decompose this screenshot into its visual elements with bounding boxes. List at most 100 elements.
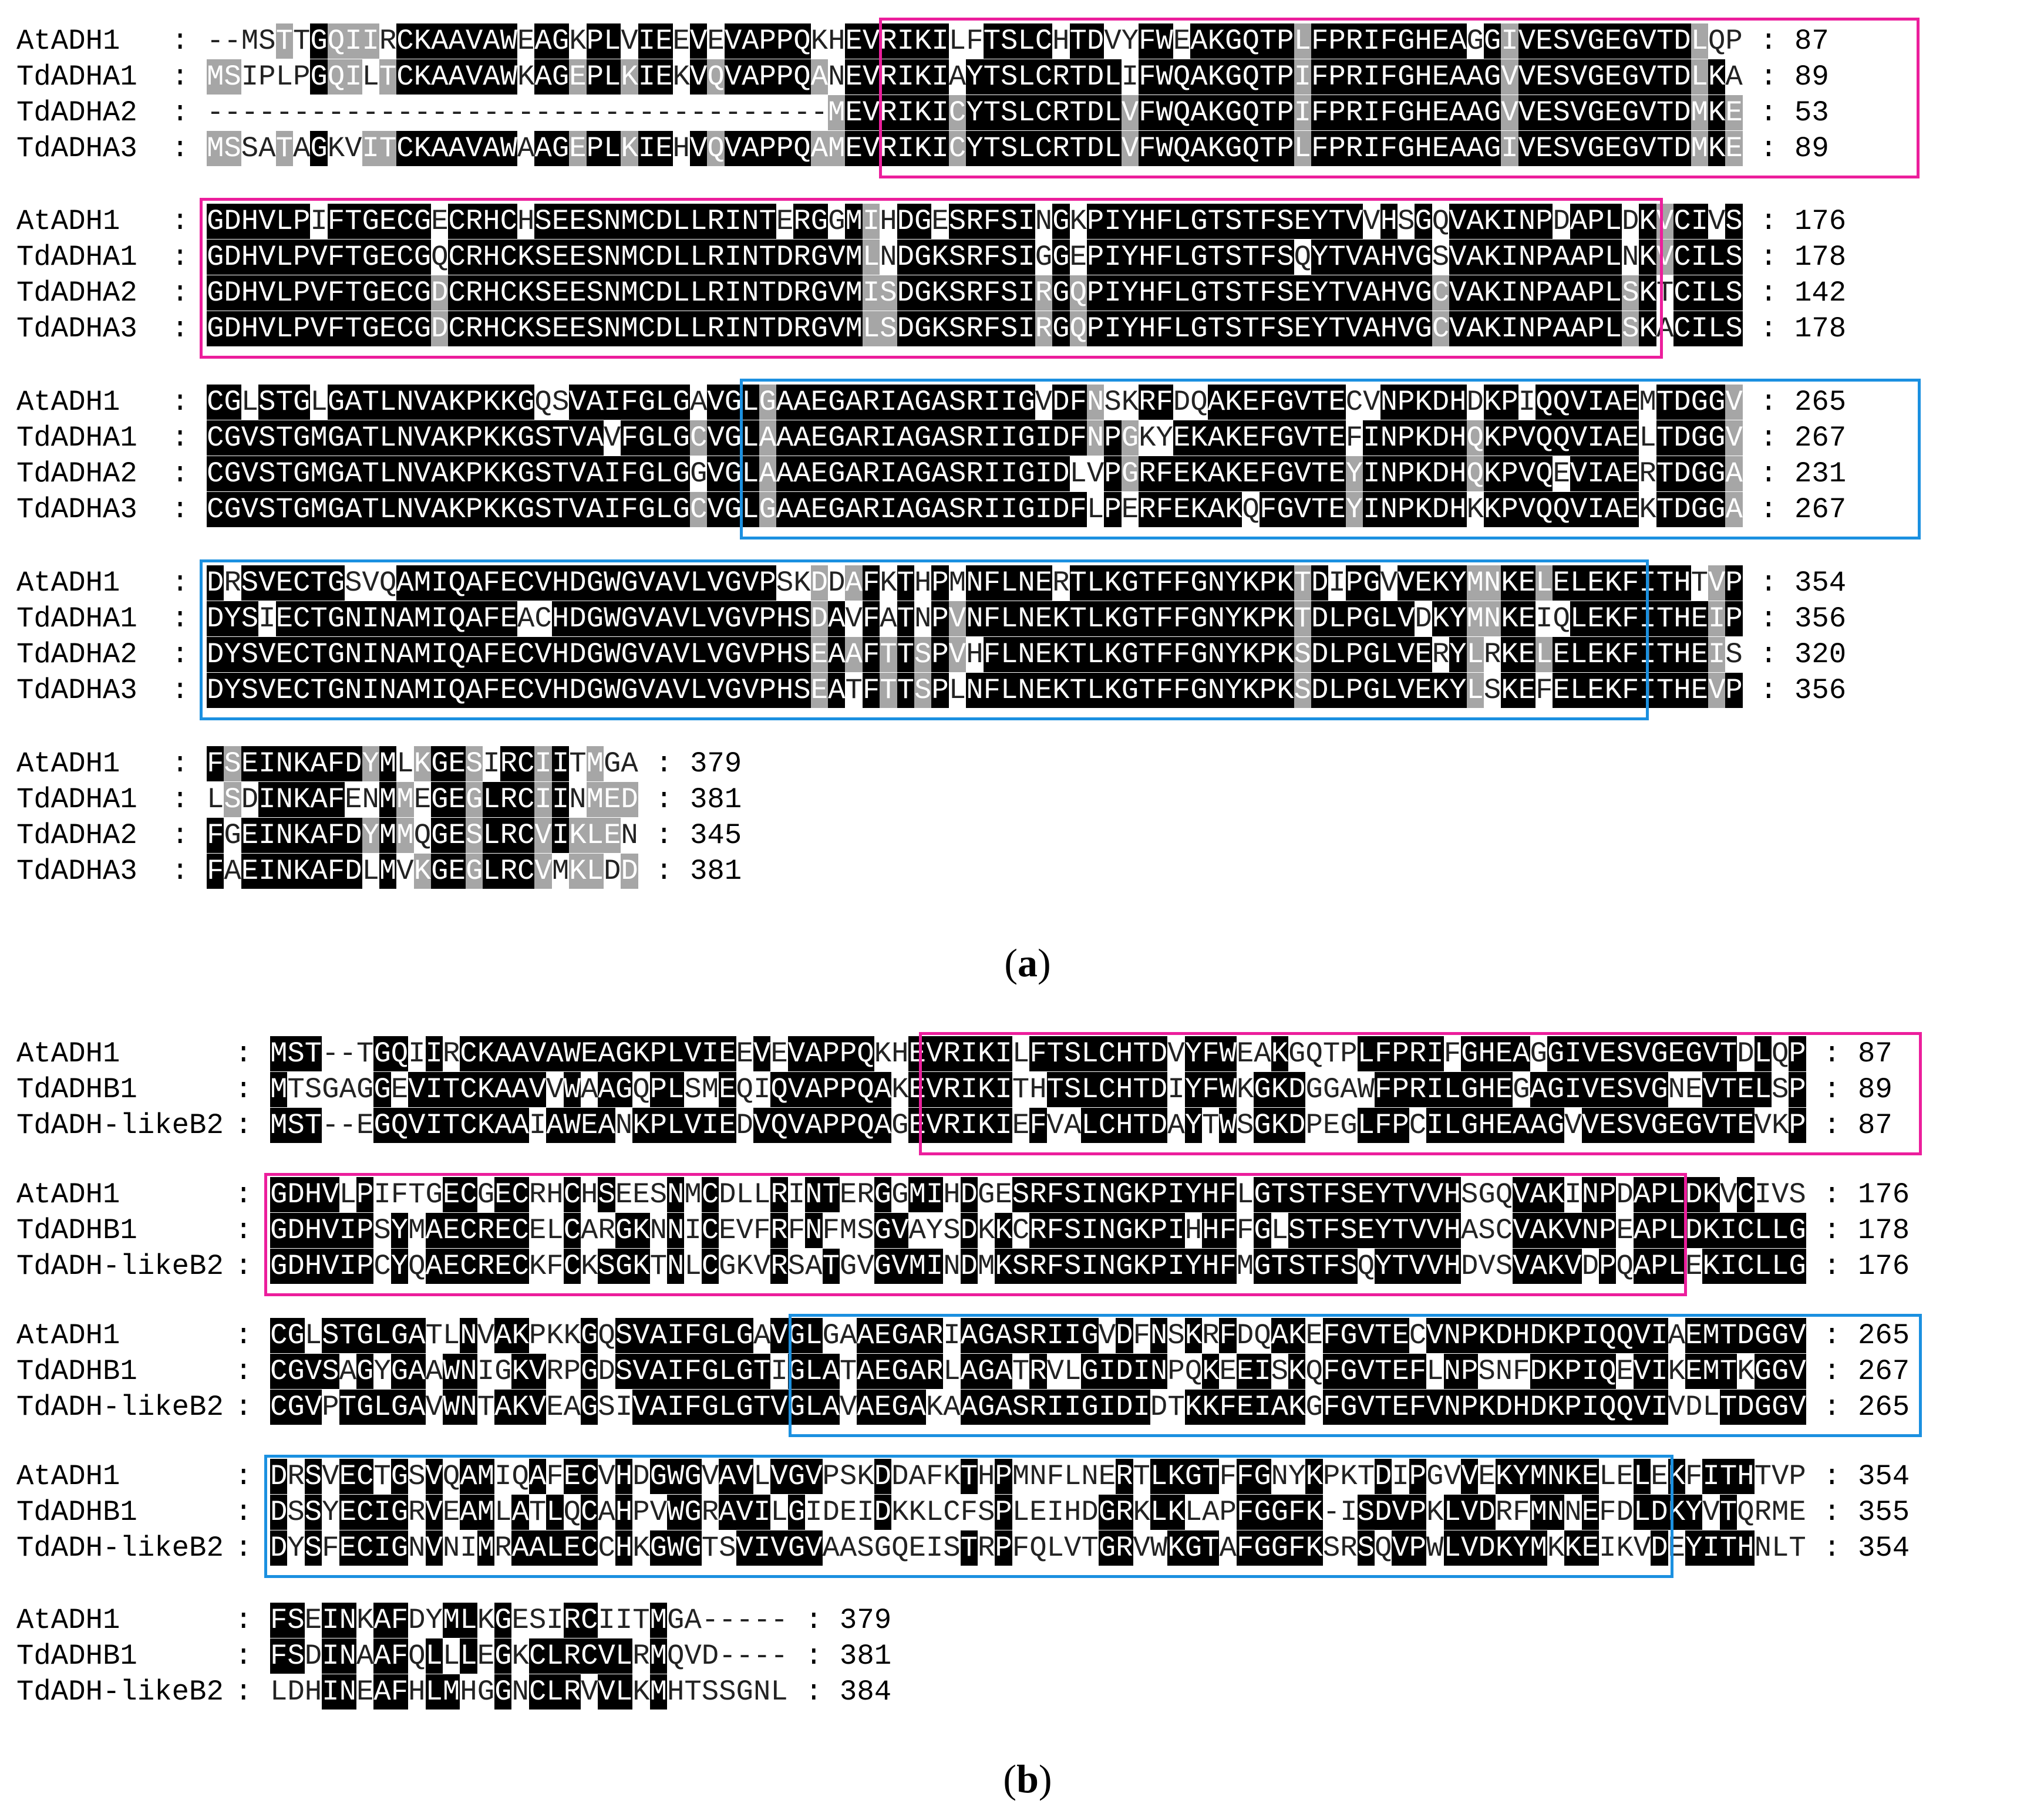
residue: K bbox=[1668, 1355, 1686, 1388]
residue: L bbox=[425, 1638, 443, 1674]
residue: G bbox=[1305, 1073, 1323, 1106]
residue: A bbox=[742, 23, 759, 59]
residue: V bbox=[569, 492, 587, 527]
residue: Y bbox=[1375, 1249, 1392, 1284]
residue: S bbox=[528, 1604, 547, 1637]
residue: G bbox=[874, 1249, 892, 1284]
residue: V bbox=[753, 1036, 771, 1071]
residue: M bbox=[477, 1459, 495, 1494]
residue: A bbox=[960, 1390, 978, 1425]
residue: R bbox=[465, 204, 483, 239]
residue: R bbox=[862, 420, 880, 456]
sequence-name: TdADHB1 bbox=[16, 1355, 137, 1388]
residue: Q bbox=[1616, 1318, 1634, 1353]
residue: E bbox=[1535, 23, 1553, 59]
residue: N bbox=[1483, 601, 1501, 636]
residue: A bbox=[483, 131, 500, 166]
residue: S bbox=[1277, 275, 1294, 311]
residue: E bbox=[874, 1390, 892, 1425]
residue: F bbox=[1173, 673, 1191, 708]
residue: A bbox=[494, 1390, 512, 1425]
residue: V bbox=[1771, 1178, 1789, 1211]
residue: E bbox=[1035, 673, 1053, 708]
residue: E bbox=[1392, 1390, 1409, 1425]
residue: W bbox=[666, 1459, 685, 1494]
residue: S bbox=[880, 311, 897, 346]
residue: G bbox=[292, 385, 311, 420]
residue: H bbox=[615, 1530, 633, 1566]
residue: D bbox=[408, 1604, 426, 1637]
residue: N bbox=[1483, 565, 1501, 601]
residue: C bbox=[1409, 1319, 1427, 1352]
residue: K bbox=[569, 818, 587, 853]
residue: E bbox=[356, 1675, 374, 1708]
residue: H bbox=[241, 311, 259, 346]
residue: E bbox=[1219, 1355, 1237, 1388]
panel-caption: (b) bbox=[1003, 1756, 1052, 1801]
residue: A bbox=[598, 1072, 615, 1107]
residue: K bbox=[1483, 204, 1501, 239]
residue: T bbox=[1069, 637, 1087, 672]
residue: P bbox=[1564, 1354, 1582, 1389]
residue: E bbox=[719, 1108, 736, 1143]
residue: L bbox=[1018, 95, 1035, 130]
residue: E bbox=[1242, 420, 1260, 456]
residue: I bbox=[1587, 492, 1605, 527]
residue: K bbox=[517, 275, 535, 311]
residue: S bbox=[598, 1391, 615, 1424]
residue: M bbox=[1691, 95, 1708, 130]
residue: G bbox=[1363, 673, 1380, 708]
residue: D bbox=[1052, 385, 1070, 420]
residue: D bbox=[1622, 205, 1639, 238]
residue: Y bbox=[966, 59, 984, 95]
residue: K bbox=[1426, 1496, 1444, 1529]
residue: R bbox=[1116, 1495, 1133, 1530]
residue: R bbox=[1116, 1530, 1133, 1566]
residue: V bbox=[742, 565, 759, 601]
residue: A bbox=[1466, 275, 1484, 311]
residue: L bbox=[1000, 565, 1018, 601]
residue: G bbox=[1190, 275, 1208, 311]
residue: F bbox=[1139, 131, 1156, 166]
residue: V bbox=[742, 601, 759, 636]
residue: S bbox=[345, 567, 362, 599]
residue: E bbox=[810, 456, 829, 491]
residue: A bbox=[1604, 420, 1622, 456]
residue: G bbox=[1622, 59, 1639, 95]
residue: I bbox=[897, 23, 915, 59]
residue: S bbox=[241, 565, 259, 601]
residue: N bbox=[966, 673, 984, 708]
residue: F bbox=[483, 565, 500, 601]
residue: Q bbox=[327, 59, 345, 95]
residue: A bbox=[805, 1036, 823, 1071]
residue: T bbox=[569, 747, 587, 780]
residue: G bbox=[978, 1390, 995, 1425]
residue: V bbox=[1513, 1177, 1530, 1212]
residue: W bbox=[666, 1530, 685, 1566]
residue: L bbox=[1081, 1108, 1099, 1143]
residue: A bbox=[793, 420, 811, 456]
residue: S bbox=[948, 311, 967, 346]
residue: A bbox=[431, 59, 449, 95]
residue: P bbox=[465, 492, 483, 527]
residue: C bbox=[1345, 386, 1363, 419]
residue: A bbox=[1466, 59, 1484, 95]
residue: I bbox=[322, 1674, 339, 1710]
residue: Q bbox=[1616, 1250, 1634, 1283]
residue: S bbox=[287, 1108, 305, 1143]
residue: L bbox=[948, 25, 967, 58]
residue: A bbox=[1466, 311, 1484, 346]
residue: A bbox=[1466, 131, 1484, 166]
residue: G bbox=[327, 673, 345, 708]
residue: D bbox=[1052, 456, 1070, 491]
residue: V bbox=[1392, 1495, 1409, 1530]
residue: - bbox=[207, 96, 224, 129]
residue: G bbox=[517, 385, 535, 420]
residue: K bbox=[483, 492, 500, 527]
residue: S bbox=[241, 637, 259, 672]
residue: A bbox=[943, 1391, 961, 1424]
residue: L bbox=[1086, 493, 1104, 526]
residue: K bbox=[292, 782, 311, 817]
residue: A bbox=[822, 1354, 840, 1389]
residue: V bbox=[742, 637, 759, 672]
